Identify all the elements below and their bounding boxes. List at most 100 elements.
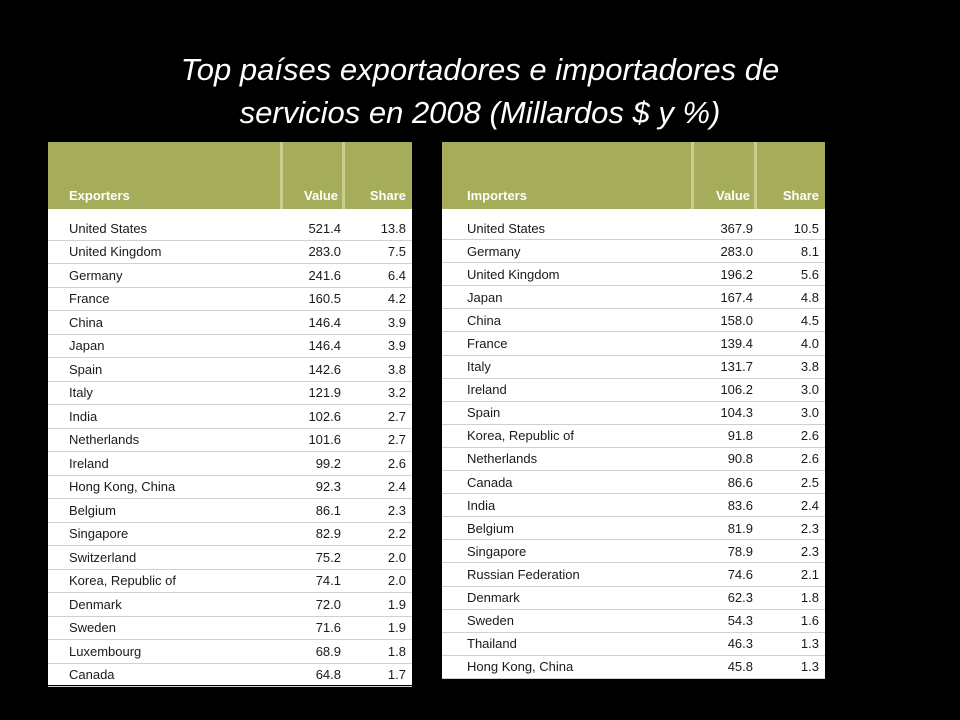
share-cell: 4.2 — [387, 291, 406, 307]
share-cell: 6.4 — [387, 267, 406, 283]
exporters-header-name: Exporters — [48, 142, 283, 209]
share-cell: 4.8 — [800, 289, 819, 305]
share-cell: 3.8 — [387, 361, 406, 377]
country-cell: Sweden — [69, 620, 116, 636]
table-row: Switzerland 75.2 2.0 — [48, 546, 412, 570]
country-cell: France — [69, 291, 110, 307]
exporters-header-row: Exporters Value Share — [48, 142, 412, 209]
country-cell: India — [467, 497, 496, 513]
value-cell: 64.8 — [315, 667, 341, 683]
share-cell: 2.3 — [800, 520, 819, 536]
share-cell: 2.7 — [387, 408, 406, 424]
share-cell: 4.5 — [800, 312, 819, 328]
country-cell: Belgium — [467, 520, 514, 536]
table-row: Russian Federation 74.6 2.1 — [442, 563, 825, 587]
table-row: China 158.0 4.5 — [442, 309, 825, 333]
value-cell: 75.2 — [315, 549, 341, 565]
share-cell: 1.3 — [800, 659, 819, 675]
exporters-header-value: Value — [283, 142, 345, 209]
share-cell: 2.0 — [387, 549, 406, 565]
table-row: France 160.5 4.2 — [48, 288, 412, 311]
country-cell: Hong Kong, China — [69, 479, 176, 495]
share-cell: 2.6 — [800, 428, 819, 444]
table-row: Spain 104.3 3.0 — [442, 402, 825, 425]
table-row: Sweden 71.6 1.9 — [48, 617, 412, 640]
share-cell: 2.6 — [800, 451, 819, 467]
country-cell: United Kingdom — [69, 244, 162, 260]
table-row: Korea, Republic of 74.1 2.0 — [48, 570, 412, 593]
country-cell: Canada — [467, 474, 513, 490]
value-cell: 72.0 — [315, 596, 341, 612]
share-cell: 2.6 — [387, 455, 406, 471]
table-row: Japan 167.4 4.8 — [442, 286, 825, 310]
value-cell: 83.6 — [727, 497, 753, 513]
country-cell: Sweden — [467, 613, 514, 629]
value-cell: 283.0 — [720, 243, 753, 259]
table-row: Canada 64.8 1.7 — [48, 664, 412, 687]
value-cell: 90.8 — [727, 451, 753, 467]
country-cell: Korea, Republic of — [69, 573, 176, 589]
value-cell: 104.3 — [720, 405, 753, 421]
value-cell: 62.3 — [727, 590, 753, 606]
country-cell: Switzerland — [69, 549, 137, 565]
share-cell: 1.6 — [800, 613, 819, 629]
share-cell: 10.5 — [793, 220, 819, 236]
table-row: Canada 86.6 2.5 — [442, 471, 825, 495]
country-cell: Ireland — [69, 455, 109, 471]
table-row: Japan 146.4 3.9 — [48, 335, 412, 358]
share-cell: 1.9 — [387, 596, 406, 612]
country-cell: Germany — [69, 267, 123, 283]
share-cell: 1.8 — [387, 643, 406, 659]
table-row: United Kingdom 196.2 5.6 — [442, 263, 825, 287]
value-cell: 521.4 — [308, 220, 341, 236]
share-cell: 2.2 — [387, 526, 406, 542]
table-row: Belgium 81.9 2.3 — [442, 517, 825, 541]
country-cell: India — [69, 408, 98, 424]
value-cell: 54.3 — [727, 613, 753, 629]
value-cell: 160.5 — [308, 291, 341, 307]
value-cell: 106.2 — [720, 382, 753, 398]
country-cell: Denmark — [467, 590, 520, 606]
share-cell: 2.5 — [800, 474, 819, 490]
value-cell: 45.8 — [727, 659, 753, 675]
country-cell: Italy — [69, 385, 93, 401]
value-cell: 91.8 — [727, 428, 753, 444]
table-row: Ireland 106.2 3.0 — [442, 379, 825, 402]
table-row: France 139.4 4.0 — [442, 332, 825, 356]
table-row: Denmark 72.0 1.9 — [48, 593, 412, 617]
value-cell: 86.6 — [727, 474, 753, 490]
country-cell: Russian Federation — [467, 566, 580, 582]
country-cell: Netherlands — [69, 432, 140, 448]
table-row: Singapore 82.9 2.2 — [48, 523, 412, 546]
importers-header-name: Importers — [442, 142, 694, 209]
slide-title-line-1: Top países exportadores e importadores d… — [180, 52, 780, 87]
value-cell: 68.9 — [315, 643, 341, 659]
share-cell: 3.9 — [387, 338, 406, 354]
value-cell: 158.0 — [720, 312, 753, 328]
table-row: Belgium 86.1 2.3 — [48, 499, 412, 523]
value-cell: 139.4 — [720, 336, 753, 352]
country-cell: Belgium — [69, 502, 116, 518]
table-row: Spain 142.6 3.8 — [48, 358, 412, 382]
table-row: Netherlands 90.8 2.6 — [442, 448, 825, 472]
table-row: Germany 241.6 6.4 — [48, 264, 412, 288]
table-row: United States 367.9 10.5 — [442, 217, 825, 241]
importers-table: Importers Value Share United States 367.9… — [442, 142, 825, 679]
country-cell: France — [467, 336, 508, 352]
share-cell: 1.8 — [800, 590, 819, 606]
country-cell: Singapore — [69, 526, 129, 542]
value-cell: 167.4 — [720, 289, 753, 305]
share-cell: 1.3 — [800, 636, 819, 652]
country-cell: Netherlands — [467, 451, 538, 467]
value-cell: 74.6 — [727, 566, 753, 582]
table-row: Denmark 62.3 1.8 — [442, 587, 825, 610]
exporters-rows: United States 521.4 13.8 United Kingdom 283.… — [48, 217, 412, 687]
value-cell: 102.6 — [308, 408, 341, 424]
country-cell: United Kingdom — [467, 266, 560, 282]
value-cell: 196.2 — [720, 266, 753, 282]
country-cell: Germany — [467, 243, 521, 259]
country-cell: China — [467, 312, 501, 328]
slide-title-line-2: servicios en 2008 (Millardos $ y %) — [239, 95, 721, 130]
value-cell: 367.9 — [720, 220, 753, 236]
share-cell: 2.4 — [387, 479, 406, 495]
